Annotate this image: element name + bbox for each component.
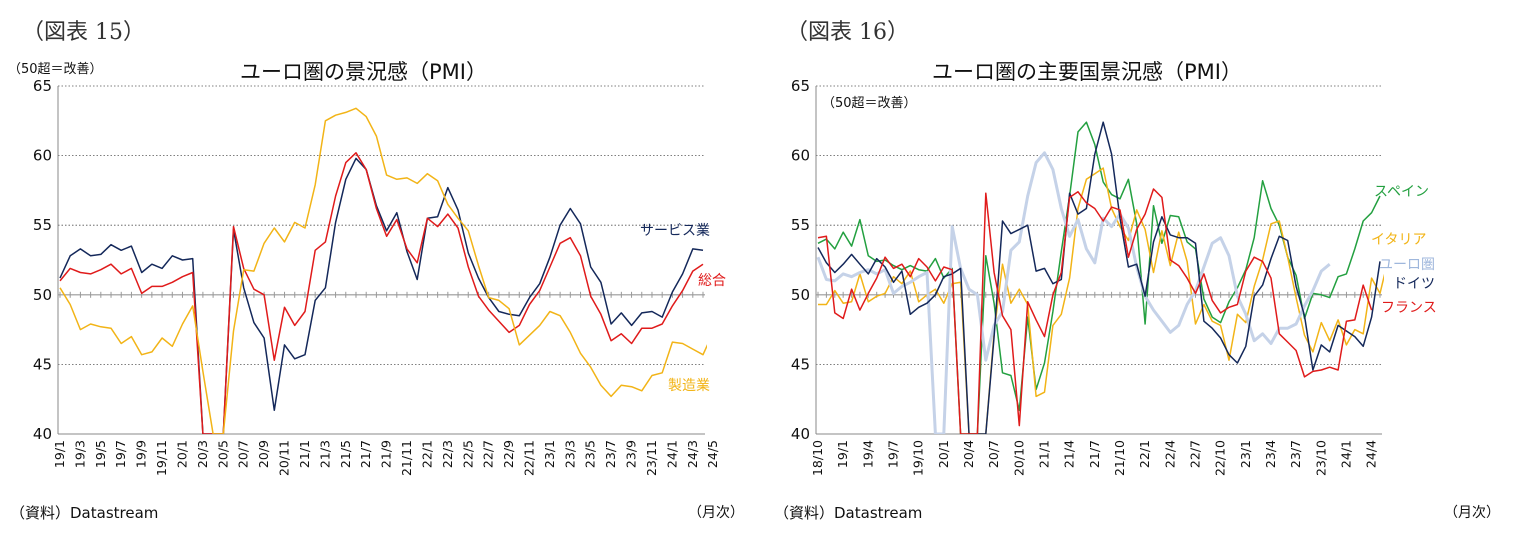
y-tick-label: 65 [33, 77, 52, 95]
x-tick-label: 22/1 [1137, 440, 1152, 468]
x-tick-label: 21/7 [1087, 440, 1102, 468]
series-line-ドイツ [817, 121, 1381, 434]
series-line-製造業 [59, 107, 707, 434]
y-tick-label: 45 [33, 355, 52, 373]
x-tick-label: 22/11 [521, 440, 536, 476]
x-tick-label: 21/5 [338, 440, 353, 468]
x-tick-label: 22/1 [419, 440, 434, 468]
x-tick-label: 22/5 [460, 440, 475, 468]
x-tick-label: 23/9 [624, 440, 639, 468]
x-tick-label: 21/4 [1062, 440, 1077, 468]
series-line-総合 [59, 152, 704, 434]
x-tick-label: 20/9 [256, 440, 271, 468]
x-tick-label: 21/9 [379, 440, 394, 468]
x-tick-label: 24/5 [705, 440, 720, 468]
y-tick-label: 45 [791, 355, 810, 373]
x-tick-label: 21/3 [317, 440, 332, 468]
x-tick-label: 22/3 [440, 440, 455, 468]
x-tick-label: 19/10 [911, 440, 926, 476]
x-tick-label: 19/4 [860, 440, 875, 468]
x-tick-label: 21/1 [1036, 440, 1051, 468]
x-tick-label: 20/4 [961, 440, 976, 468]
x-tick-label: 22/4 [1162, 440, 1177, 468]
x-tick-label: 23/7 [603, 440, 618, 468]
y-tick-label: 60 [791, 147, 810, 165]
pmi-chart: 40 45 50 55 60 65 19/1 19/3 19/5 19/7 19/9 19/11 20/… [33, 77, 726, 476]
series-label: ユーロ圏 [1379, 257, 1435, 273]
unit-note: （50超＝改善） [8, 62, 103, 77]
x-tick-label: 19/1 [835, 440, 850, 468]
series-label: サービス業 [640, 223, 710, 239]
country-pmi-chart: 40 45 50 55 60 65 18/10 19/1 19/4 19/7 19/10 20/1 20… [791, 77, 1437, 476]
x-tick-label: 24/4 [1364, 440, 1379, 468]
x-tick-label: 19/9 [134, 440, 149, 468]
x-tick-label: 21/10 [1112, 440, 1127, 476]
x-tick-label: 24/1 [1338, 440, 1353, 468]
source-note: （資料）Datastream [10, 504, 159, 522]
series-label: フランス [1381, 300, 1437, 316]
x-tick-label: 21/1 [297, 440, 312, 468]
series-label: 製造業 [668, 378, 710, 394]
x-tick-label: 23/3 [562, 440, 577, 468]
x-tick-label: 22/9 [501, 440, 516, 468]
x-tick-label: 20/1 [174, 440, 189, 468]
y-tick-label: 40 [33, 425, 52, 443]
series-label: 総合 [698, 273, 726, 289]
panel-right: （図表 16） ユーロ圏の主要国景況感（PMI） （50超＝改善） （資料）Da… [756, 0, 1513, 553]
series-line-フランス [817, 188, 1373, 434]
unit-note: （50超＝改善） [822, 96, 917, 111]
x-tick-label: 22/7 [1187, 440, 1202, 468]
y-tick-label: 60 [33, 147, 52, 165]
series-line-スペイン [817, 121, 1381, 434]
x-tick-label: 23/11 [644, 440, 659, 476]
y-tick-label: 55 [791, 216, 810, 234]
x-tick-label: 23/5 [583, 440, 598, 468]
series-line-ユーロ圏 [816, 151, 1331, 434]
source-note: （資料）Datastream [774, 504, 923, 522]
figure-label: （図表 16） [786, 20, 909, 45]
x-tick-label: 24/3 [685, 440, 700, 468]
x-tick-label: 23/1 [542, 440, 557, 468]
x-unit-note: （月次） [1444, 505, 1500, 521]
x-tick-label: 18/10 [810, 440, 825, 476]
x-tick-label: 23/1 [1238, 440, 1253, 468]
x-tick-label: 19/11 [154, 440, 169, 476]
series-label: イタリア [1371, 232, 1426, 248]
x-tick-label: 22/7 [481, 440, 496, 468]
x-tick-label: 19/7 [885, 440, 900, 468]
chart-title: ユーロ圏の主要国景況感（PMI） [932, 60, 1242, 84]
x-tick-label: 20/7 [236, 440, 251, 468]
x-tick-label: 20/7 [986, 440, 1001, 468]
x-tick-label: 19/3 [72, 440, 87, 468]
x-tick-label: 20/10 [1011, 440, 1026, 476]
series-label: スペイン [1374, 184, 1429, 200]
y-tick-label: 50 [33, 286, 52, 304]
x-tick-label: 20/11 [277, 440, 292, 476]
y-tick-label: 40 [791, 425, 810, 443]
panel-left: （図表 15） ユーロ圏の景況感（PMI） （50超＝改善） （資料）Datas… [0, 0, 756, 553]
y-tick-label: 50 [791, 286, 810, 304]
series-label: ドイツ [1393, 276, 1435, 292]
x-tick-label: 19/5 [93, 440, 108, 468]
figure-label: （図表 15） [22, 20, 145, 45]
x-tick-label: 19/1 [52, 440, 67, 468]
x-tick-label: 24/1 [664, 440, 679, 468]
x-tick-label: 23/7 [1288, 440, 1303, 468]
x-tick-label: 22/10 [1213, 440, 1228, 476]
x-tick-label: 20/5 [215, 440, 230, 468]
series-line-サービス業 [59, 157, 704, 434]
x-tick-label: 21/11 [399, 440, 414, 476]
chart-title: ユーロ圏の景況感（PMI） [240, 60, 487, 84]
x-tick-label: 20/1 [936, 440, 951, 468]
x-tick-label: 21/7 [358, 440, 373, 468]
y-tick-label: 55 [33, 216, 52, 234]
x-tick-label: 19/7 [113, 440, 128, 468]
x-tick-label: 23/4 [1263, 440, 1278, 468]
x-tick-label: 23/10 [1313, 440, 1328, 476]
x-tick-label: 20/3 [195, 440, 210, 468]
x-unit-note: （月次） [688, 505, 744, 521]
y-tick-label: 65 [791, 77, 810, 95]
